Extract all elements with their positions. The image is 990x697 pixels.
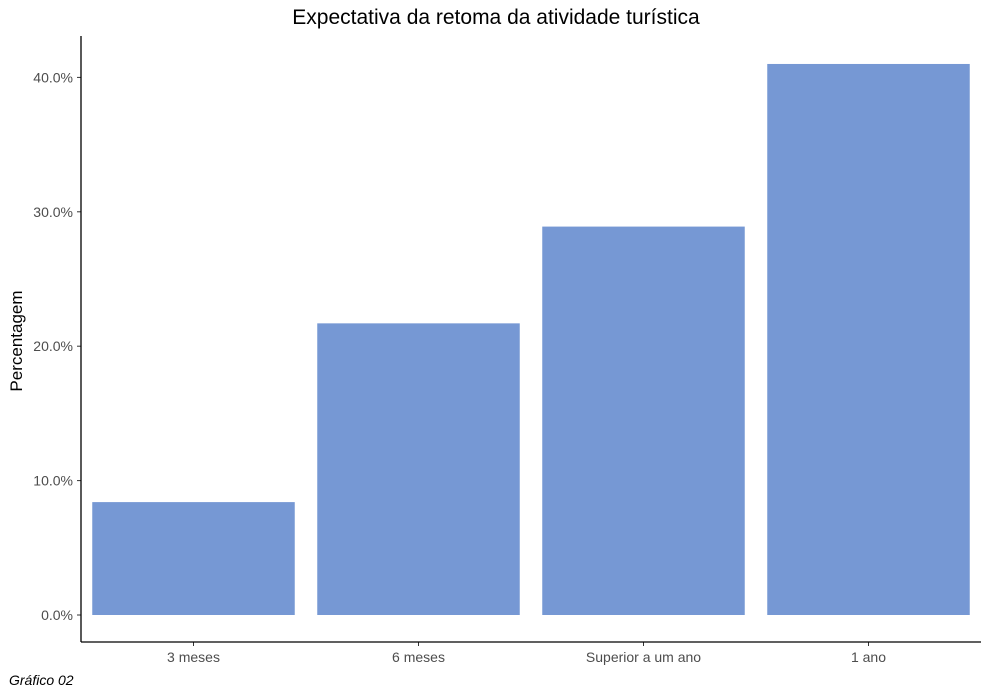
x-tick-label: Superior a um ano bbox=[586, 649, 701, 665]
y-tick-label: 40.0% bbox=[33, 69, 73, 85]
x-tick-label: 6 meses bbox=[392, 649, 445, 665]
bar-2 bbox=[542, 226, 745, 616]
y-ticks-group: 0.0% 10.0% 20.0% 30.0% 40.0% bbox=[33, 69, 81, 623]
bar-1 bbox=[317, 323, 520, 615]
bar-3 bbox=[767, 63, 970, 615]
bars-group bbox=[92, 63, 970, 616]
x-tick-label: 3 meses bbox=[167, 649, 220, 665]
x-ticks-group: 3 meses 6 meses Superior a um ano 1 ano bbox=[167, 642, 886, 665]
x-tick-label: 1 ano bbox=[851, 649, 886, 665]
y-tick-label: 0.0% bbox=[41, 607, 73, 623]
y-axis-title: Percentagem bbox=[7, 290, 26, 391]
figure-caption: Gráfico 02 bbox=[9, 672, 74, 688]
chart-title: Expectativa da retoma da atividade turís… bbox=[292, 6, 700, 29]
y-tick-label: 10.0% bbox=[33, 473, 73, 489]
bar-0 bbox=[92, 502, 295, 615]
y-tick-label: 30.0% bbox=[33, 204, 73, 220]
y-tick-label: 20.0% bbox=[33, 338, 73, 354]
